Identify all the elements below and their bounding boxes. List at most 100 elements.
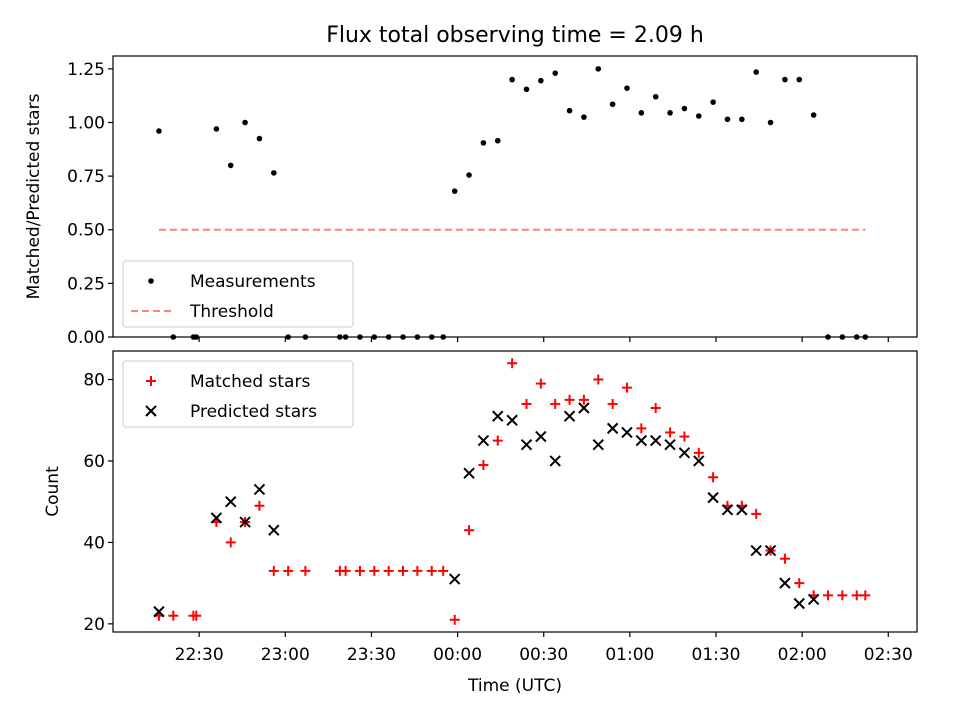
predicted-star-point [779,577,791,589]
x-b [448,573,461,585]
predicted-star-point [492,410,504,422]
matched-star-point [225,537,236,548]
y-tick-label: 0.50 [67,221,105,241]
legend-entry-label: Matched stars [190,372,310,392]
predicted-star-point [463,467,475,479]
predicted-star-point [448,573,461,585]
matched-star-point [607,398,618,409]
y-tick-label: 20 [83,615,105,635]
measurement-point [552,70,558,76]
measurement-point [509,76,515,83]
measurement-point [494,137,501,144]
legend-box [122,360,354,428]
measurement-point [242,119,248,126]
matched-star-point [438,565,449,576]
matched-star-point [168,610,179,621]
x-b [268,524,280,536]
matched-star-point [268,565,279,576]
matched-star-point [383,565,394,576]
predicted-star-point [721,504,734,516]
measurement-point [695,113,702,119]
measurement-point [256,135,263,142]
x-b [253,483,266,496]
measurement-point [782,76,788,83]
measurement-point [667,110,673,116]
legend: Matched stars Predicted stars [122,360,354,428]
legend-entry-label: Measurements [190,272,316,292]
predicted-star-point [549,455,561,467]
matched-star-point [550,398,561,409]
matched-star-point [822,590,833,601]
predicted-star-point [736,504,748,516]
matched-star-point [354,565,365,576]
y-tick-label: 40 [83,533,105,553]
bottom-panel-star-counts: 20 40 60 80 22:30 23:00 23:30 00:00 00:30 01:00 01… [43,350,918,696]
matched-star-point [521,398,532,409]
x-axis-label: Time (UTC) [467,676,562,696]
measurement-point [227,162,234,169]
predicted-star-point [506,414,518,426]
y-tick-label: 60 [83,452,105,472]
matched-star-point [650,403,661,414]
measurement-point [810,112,817,118]
y-axis-label: Count [43,466,63,517]
matched-star-point [478,460,489,471]
measurement-point [581,114,587,120]
x-b [779,577,791,589]
x-b [520,438,533,451]
measurement-point [595,66,602,72]
x-b [239,516,251,528]
top-panel-flux-ratio: 0.00 0.25 0.50 0.75 1.00 1.25 Matched/Predicte… [24,55,918,348]
matched-star-point [621,382,632,393]
matched-star-point [665,427,676,438]
x-b [506,414,518,426]
predicted-star-point [210,512,223,524]
predicted-star-point [693,455,705,467]
x-b [549,455,561,467]
matched-star-point [837,590,848,601]
measurement-point [538,77,544,84]
measurement-point [624,85,630,91]
matched-star-point [507,358,518,369]
matched-star-point [398,565,409,576]
matched-star-point [794,578,805,589]
y-tick-label: 1.25 [67,60,105,80]
x-b [153,605,165,618]
matched-star-point [426,565,437,576]
y-axis-label: Matched/Predicted stars [24,93,44,299]
matched-star-point [369,565,380,576]
measurement-point [739,116,745,123]
matched-star-point [492,435,503,446]
matched-star-point [779,553,790,564]
x-tick-label: 02:00 [778,645,827,665]
predicted-star-point [578,402,590,414]
measurement-point [710,99,716,105]
predicted-star-point [520,438,533,451]
x-b [492,410,504,422]
x-b [750,544,762,557]
x-b [463,467,475,479]
x-b [592,438,604,451]
measurement-point [609,101,616,108]
predicted-star-point [707,491,719,504]
x-tick-label: 22:30 [175,645,224,665]
matched-star-point [464,525,475,536]
x-tick-label: 23:30 [347,645,396,665]
measurement-point [480,140,487,146]
legend: Measurements Threshold [122,260,354,328]
matched-star-point [254,500,265,511]
predicted-star-point [225,495,237,508]
predicted-star-point [592,438,604,451]
measurement-point [271,170,277,176]
predicted-star-point [253,483,266,496]
x-b [678,447,691,459]
chart-title: Flux total observing time = 2.09 h [326,23,704,48]
y-tick-label: 80 [83,371,105,391]
predicted-star-point [239,516,251,528]
matched-star-point [679,431,690,442]
predicted-star-point [268,524,280,536]
x-b [563,410,576,422]
x-b [621,426,633,439]
matched-star-point [751,508,762,519]
measurement-point [724,116,731,123]
